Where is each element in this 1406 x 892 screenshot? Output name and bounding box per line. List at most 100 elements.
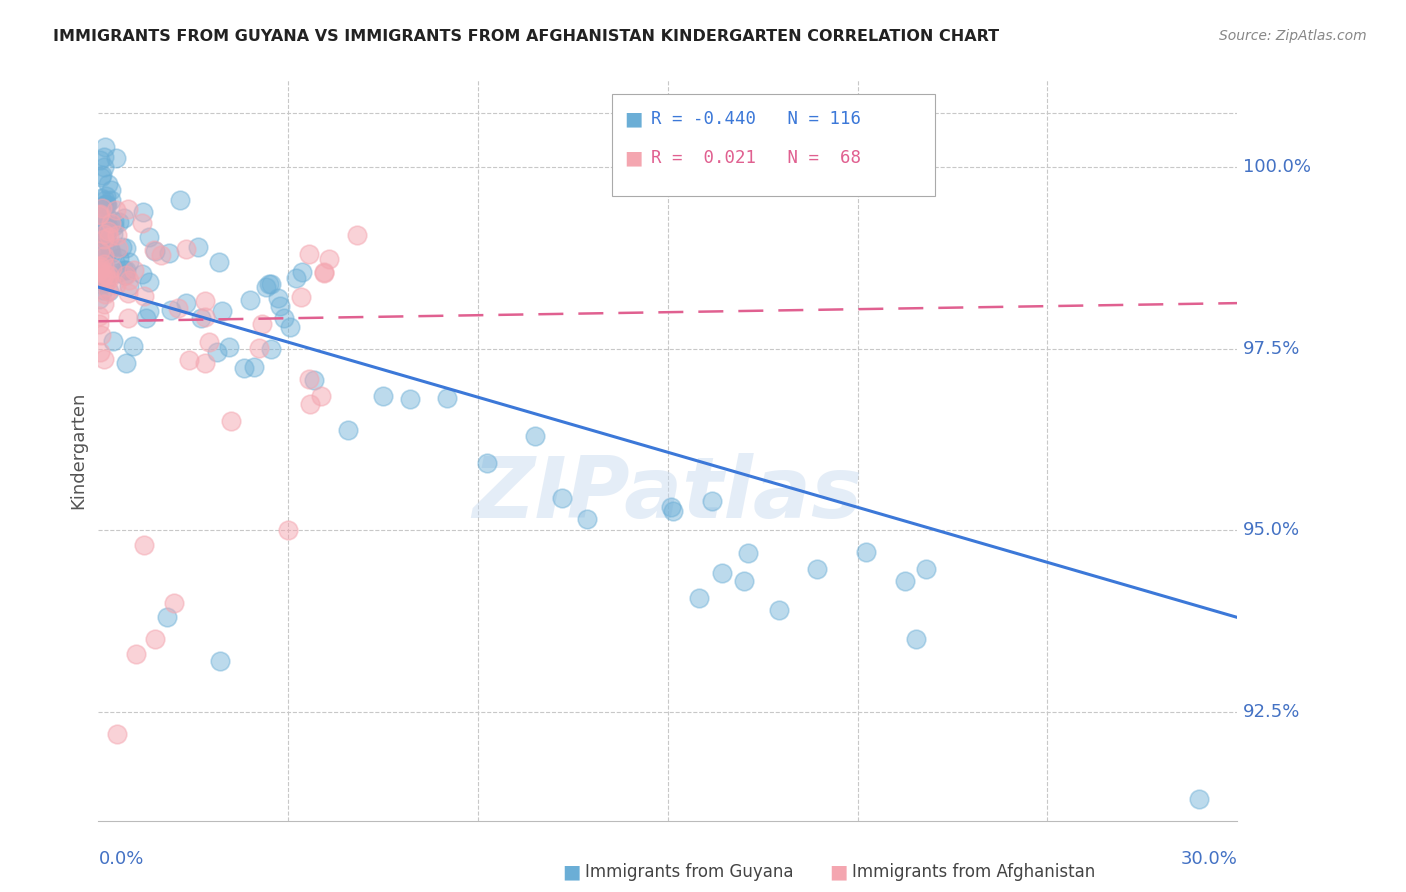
Point <box>915 562 938 576</box>
Text: 100.0%: 100.0% <box>1243 159 1310 177</box>
Y-axis label: Kindergarten: Kindergarten <box>69 392 87 509</box>
Text: ■: ■ <box>562 863 581 882</box>
Point <box>298 372 321 386</box>
Point <box>143 243 166 257</box>
Point <box>98 268 121 282</box>
Point <box>194 356 217 370</box>
Point <box>104 278 127 293</box>
Point <box>90 236 112 251</box>
Point <box>309 389 332 403</box>
Point <box>208 654 231 668</box>
Point <box>232 360 254 375</box>
Point <box>737 546 759 560</box>
Point <box>89 210 111 224</box>
Point <box>174 242 197 256</box>
Point <box>100 216 122 230</box>
Point <box>94 272 117 286</box>
Point <box>94 267 117 281</box>
Point <box>101 260 124 275</box>
Point <box>198 334 221 349</box>
Point <box>205 345 228 359</box>
Point <box>90 270 112 285</box>
Point <box>398 392 420 406</box>
Point <box>284 270 307 285</box>
Text: 95.0%: 95.0% <box>1243 521 1301 540</box>
Point <box>87 264 110 278</box>
Point <box>97 284 120 298</box>
Point <box>167 301 190 315</box>
Point <box>89 318 111 332</box>
Point <box>160 302 183 317</box>
Point <box>107 241 129 255</box>
Point <box>291 265 314 279</box>
Point <box>207 254 229 268</box>
Point <box>132 538 155 552</box>
Point <box>90 191 112 205</box>
Point <box>89 153 111 167</box>
Point <box>346 227 368 242</box>
Point <box>125 647 148 661</box>
Point <box>108 214 131 228</box>
Point <box>806 562 828 576</box>
Point <box>89 260 111 275</box>
Point <box>89 207 111 221</box>
Point <box>243 359 266 374</box>
Point <box>89 230 111 244</box>
Point <box>94 140 117 154</box>
Point <box>221 414 243 428</box>
Point <box>96 228 118 243</box>
Point <box>302 373 325 387</box>
Point <box>87 241 110 255</box>
Point <box>105 266 128 280</box>
Point <box>91 244 114 258</box>
Point <box>114 241 136 255</box>
Point <box>733 574 755 588</box>
Point <box>96 210 118 224</box>
Point <box>89 244 111 259</box>
Point <box>1188 792 1211 806</box>
Point <box>94 229 117 244</box>
Point <box>104 203 127 218</box>
Point <box>103 219 125 234</box>
Text: R = -0.440   N = 116: R = -0.440 N = 116 <box>651 110 860 128</box>
Point <box>134 289 156 303</box>
Point <box>93 297 115 311</box>
Point <box>239 293 262 307</box>
Point <box>93 198 115 212</box>
Point <box>118 279 141 293</box>
Text: 92.5%: 92.5% <box>1243 703 1301 721</box>
Point <box>688 591 710 605</box>
Point <box>90 277 112 291</box>
Point <box>90 169 112 184</box>
Point <box>96 273 118 287</box>
Point <box>118 272 141 286</box>
Point <box>101 334 124 348</box>
Point <box>855 545 877 559</box>
Point <box>89 208 111 222</box>
Point <box>278 319 301 334</box>
Point <box>905 632 928 647</box>
Point <box>100 245 122 260</box>
Point <box>551 491 574 506</box>
Point <box>163 596 186 610</box>
Point <box>700 493 723 508</box>
Point <box>93 232 115 246</box>
Text: IMMIGRANTS FROM GUYANA VS IMMIGRANTS FROM AFGHANISTAN KINDERGARTEN CORRELATION C: IMMIGRANTS FROM GUYANA VS IMMIGRANTS FRO… <box>53 29 1000 44</box>
Point <box>290 290 312 304</box>
Text: 97.5%: 97.5% <box>1243 340 1301 358</box>
Point <box>894 574 917 589</box>
Point <box>254 279 277 293</box>
Point <box>91 213 114 227</box>
Point <box>662 504 685 518</box>
Point <box>97 178 120 192</box>
Point <box>112 211 135 225</box>
Point <box>93 150 115 164</box>
Point <box>91 270 114 285</box>
Point <box>91 201 114 215</box>
Point <box>101 227 124 241</box>
Point <box>336 423 359 437</box>
Point <box>122 262 145 277</box>
Point <box>132 204 155 219</box>
Point <box>169 193 191 207</box>
Point <box>269 298 291 312</box>
